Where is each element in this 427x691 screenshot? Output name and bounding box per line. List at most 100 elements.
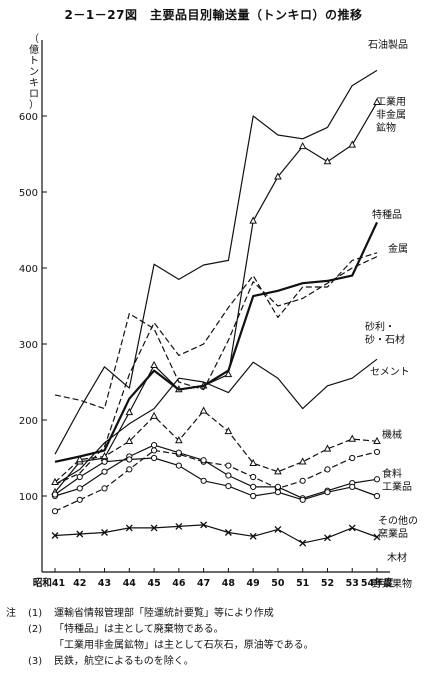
series-line [54, 410, 378, 483]
series-line [54, 221, 378, 463]
data-point [250, 483, 257, 490]
data-point [150, 411, 158, 419]
data-point [175, 449, 182, 456]
data-point [76, 485, 83, 492]
series-label: 木材 [387, 551, 407, 564]
data-point [225, 483, 232, 490]
x-tick-label: 47 [197, 578, 210, 589]
data-point [274, 525, 282, 533]
x-tick-label: 43 [98, 578, 111, 589]
data-point [373, 492, 381, 500]
x-tick-label: 42 [73, 578, 86, 589]
series-line [54, 524, 378, 544]
series-label: 工業用 [376, 95, 406, 108]
data-point [51, 508, 59, 515]
series-10 [51, 454, 381, 503]
footnote-number: (1) [28, 608, 43, 619]
data-point [299, 496, 306, 503]
data-point [348, 524, 356, 532]
series-label: 石油製品 [368, 38, 408, 51]
footnotes: 注 (1) 運輸省情報管理部「陸運統計要覧」等により作成 (2) 「特種品」は主として… [6, 606, 421, 670]
data-point [298, 141, 307, 150]
data-point [125, 407, 134, 416]
footnote-row: (2) 「特種品」は主として廃棄物である。 [6, 622, 421, 638]
data-point [125, 436, 134, 444]
data-point [150, 441, 158, 449]
series-label: 野菜果物 [372, 577, 412, 590]
data-point [175, 436, 183, 444]
series-5 [54, 256, 378, 410]
data-point [175, 462, 182, 469]
chart-series [51, 69, 381, 547]
data-point [224, 426, 233, 435]
data-point [76, 496, 83, 503]
x-tick-label: 50 [271, 578, 285, 589]
series-line [54, 101, 378, 493]
series-label: 食料 [382, 467, 402, 480]
series-line [54, 252, 378, 486]
series-7 [51, 406, 381, 486]
footnote-row: 注 (1) 運輸省情報管理部「陸運統計要覧」等により作成 [6, 606, 421, 622]
series-line [54, 69, 378, 455]
data-point [324, 534, 331, 542]
data-point [349, 454, 356, 462]
data-point [125, 524, 133, 532]
y-axis-title: （億トンキロ） [29, 33, 39, 111]
series-label: 非金属 [376, 108, 406, 121]
data-point [250, 492, 257, 500]
data-point [200, 477, 207, 484]
data-point [348, 434, 357, 442]
data-point [299, 477, 306, 484]
series-2 [51, 97, 381, 495]
data-point [100, 452, 109, 460]
series-label: 金属 [388, 242, 408, 255]
data-point [224, 529, 232, 536]
series-line [54, 256, 378, 410]
data-point [348, 140, 357, 148]
series-6 [54, 358, 378, 486]
series-label: 特種品 [372, 208, 402, 221]
data-point [274, 467, 282, 475]
series-line [54, 444, 378, 499]
data-point [373, 97, 381, 106]
x-tick-label: 51 [296, 578, 309, 589]
data-point [199, 406, 208, 414]
x-tick-label: 46 [172, 578, 186, 589]
series-label: セメント [370, 366, 410, 378]
data-point [323, 157, 332, 165]
data-point [274, 172, 282, 180]
x-tick-label: 44 [123, 578, 137, 589]
data-point [249, 458, 257, 467]
y-tick-label: 100 [19, 492, 38, 503]
data-point [324, 466, 331, 473]
data-point [76, 473, 83, 481]
footnote-text: 「特種品」は主として廃棄物である。 [54, 624, 224, 635]
data-point [299, 539, 307, 547]
data-point [298, 457, 307, 465]
series-label: 砂・石材 [365, 333, 405, 346]
data-point [373, 448, 381, 456]
footnote-row: 「工業用非金属鉱物」は主として石灰石，原油等である。 [6, 638, 421, 654]
footnote-number: (3) [28, 656, 43, 667]
series-4 [54, 252, 378, 486]
footnote-number: (2) [28, 624, 43, 635]
data-point [76, 530, 84, 538]
series-label: 機械 [382, 428, 402, 441]
chart-axes: （億トンキロ） 100 200 300 400 500 600 昭和41 42 43 44 45 46 4… [19, 33, 394, 589]
series-label: 工業品 [382, 480, 412, 493]
series-11 [51, 521, 381, 547]
y-tick-label: 400 [19, 264, 38, 275]
data-point [175, 522, 183, 530]
data-point [225, 462, 232, 469]
data-point [101, 529, 108, 536]
data-point [274, 483, 282, 490]
data-point [250, 473, 257, 481]
series-label: 砂利・ [365, 320, 395, 333]
data-point [249, 532, 257, 540]
data-point [101, 485, 108, 492]
data-point [150, 454, 158, 462]
data-point [75, 455, 84, 463]
data-point [323, 444, 332, 452]
data-point [225, 472, 232, 479]
footnote-text: 民鉄，航空によるものを除く。 [54, 656, 194, 667]
